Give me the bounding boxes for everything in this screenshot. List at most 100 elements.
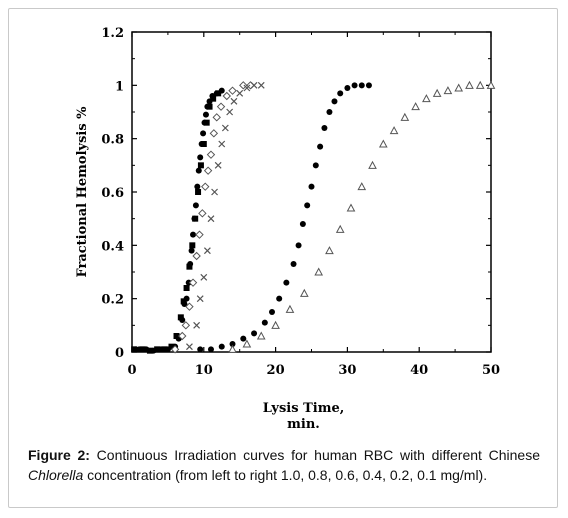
data-point [454, 83, 464, 92]
data-point [283, 279, 290, 286]
x-tick-label: 30 [338, 363, 356, 378]
data-point [186, 263, 193, 270]
data-point [243, 84, 251, 92]
data-point [202, 111, 209, 118]
data-point [443, 86, 453, 95]
data-point [256, 331, 266, 340]
data-point [203, 247, 211, 255]
data-point [178, 331, 187, 341]
data-point [193, 321, 201, 329]
data-point [299, 288, 309, 297]
data-point [197, 162, 204, 169]
data-point [242, 339, 252, 348]
data-point [203, 119, 210, 126]
data-point [226, 108, 234, 116]
caption-text-end: concentration (from left to right 1.0, 0… [83, 467, 488, 483]
data-point [192, 215, 199, 222]
data-point [180, 298, 187, 305]
data-point [326, 109, 333, 115]
data-point [212, 113, 221, 122]
data-point [194, 183, 201, 190]
y-tick-label: 0.6 [101, 186, 124, 201]
data-point [207, 346, 214, 353]
data-point [230, 97, 238, 105]
data-point [201, 182, 210, 191]
x-tick-label: 20 [267, 363, 285, 378]
caption-italic: Chlorella [28, 467, 84, 483]
data-point [146, 347, 153, 354]
data-point [317, 143, 324, 150]
data-point [195, 230, 204, 239]
data-point [185, 302, 194, 311]
series-1 [132, 87, 225, 354]
data-point [290, 261, 297, 267]
data-point [357, 182, 367, 191]
data-point [222, 91, 231, 101]
x-tick-label: 10 [195, 363, 213, 378]
data-point [368, 160, 377, 169]
data-point [321, 125, 328, 131]
data-point [344, 85, 351, 91]
y-tick-label: 0 [115, 346, 124, 361]
data-point [181, 321, 191, 330]
data-point [200, 141, 207, 147]
data-point [188, 247, 195, 254]
data-point [308, 183, 315, 190]
data-point [211, 188, 218, 196]
data-point [475, 80, 485, 89]
data-point [432, 88, 442, 97]
data-point [221, 124, 229, 132]
data-point [192, 202, 199, 209]
caption-label: Figure 2: [28, 447, 90, 463]
data-point [185, 279, 192, 286]
data-point [198, 209, 207, 218]
figure-caption: Figure 2: Continuous Irradiation curves … [28, 445, 540, 485]
data-point [139, 346, 146, 353]
x-axis-title: Lysis Time, min. [263, 401, 345, 432]
data-point [192, 251, 201, 261]
data-point [173, 333, 180, 339]
data-point [206, 150, 216, 159]
data-point [236, 89, 244, 97]
chart: 0 10 20 30 40 50 0 0.2 0.4 0.6 0.8 1 1.2 Lysis Time, m… [75, 26, 500, 432]
data-point [378, 139, 388, 148]
data-point [188, 278, 198, 287]
caption-text: Continuous Irradiation curves for human … [89, 447, 540, 463]
data-point [269, 309, 276, 315]
data-point [207, 215, 215, 223]
data-point [229, 341, 236, 347]
data-point [285, 304, 295, 313]
data-point [365, 82, 372, 89]
data-point [304, 202, 311, 209]
data-point [228, 86, 237, 95]
data-point [351, 82, 358, 89]
data-point [486, 80, 496, 89]
data-point [190, 231, 197, 238]
y-tick-label: 1.2 [101, 26, 124, 41]
data-point [335, 224, 345, 233]
data-point [240, 335, 247, 342]
y-tick-label: 0.2 [101, 293, 124, 308]
series-3 [170, 81, 255, 354]
data-point [325, 246, 334, 255]
data-point [195, 167, 202, 174]
data-point [183, 285, 190, 291]
data-point [331, 98, 338, 105]
data-point [218, 140, 226, 148]
data-point [389, 126, 399, 135]
data-point [210, 95, 217, 102]
data-point [312, 162, 319, 169]
data-point [131, 346, 138, 353]
data-point [228, 344, 237, 353]
figure-frame [8, 8, 558, 508]
data-point [177, 314, 184, 321]
data-point [189, 242, 196, 249]
data-point [422, 94, 431, 103]
data-point [161, 346, 168, 353]
data-point [154, 346, 161, 353]
data-point [218, 343, 225, 350]
data-point [346, 203, 356, 212]
x-tick-label: 40 [410, 363, 428, 378]
data-point [250, 81, 258, 89]
data-point [214, 161, 222, 169]
